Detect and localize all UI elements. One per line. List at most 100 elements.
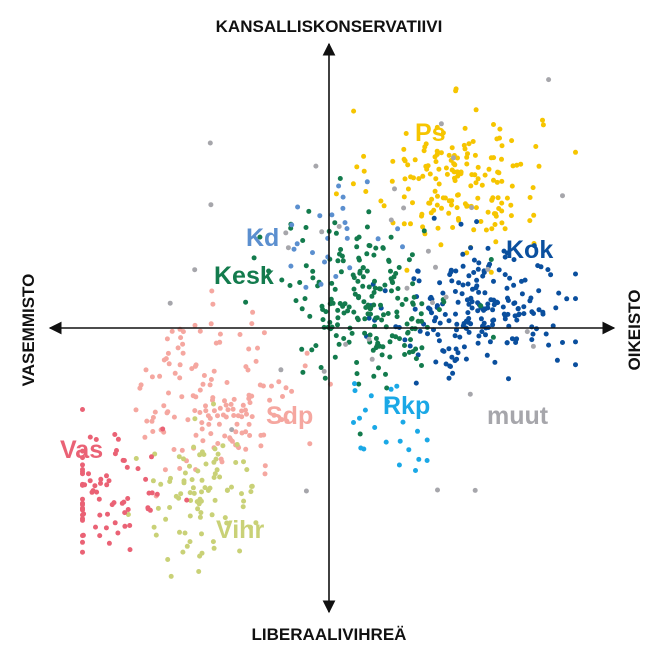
data-point-kesk bbox=[402, 343, 407, 348]
data-point-kok bbox=[490, 307, 496, 313]
data-point-vihr bbox=[168, 573, 174, 579]
data-point-ps bbox=[461, 142, 467, 148]
data-point-ps bbox=[530, 185, 536, 191]
data-point-vas bbox=[80, 502, 85, 508]
data-point-kok bbox=[471, 270, 477, 275]
data-point-ps bbox=[401, 156, 407, 162]
data-point-kok bbox=[554, 357, 560, 363]
data-point-kesk bbox=[393, 271, 399, 276]
data-point-kesk bbox=[333, 230, 339, 236]
data-point-kok bbox=[434, 303, 440, 309]
data-point-kesk bbox=[488, 257, 494, 262]
data-point-vas bbox=[105, 511, 110, 517]
data-point-sdp bbox=[253, 358, 259, 364]
data-point-ps bbox=[493, 239, 499, 245]
data-point-kok bbox=[476, 333, 482, 339]
data-point-sdp bbox=[215, 413, 220, 419]
data-point-vihr bbox=[233, 460, 239, 465]
data-point-kesk bbox=[399, 302, 405, 307]
data-point-vihr bbox=[184, 543, 190, 549]
data-point-rkp bbox=[362, 407, 368, 413]
data-point-muut bbox=[303, 488, 309, 494]
data-point-kesk bbox=[406, 257, 412, 263]
data-point-kesk bbox=[320, 317, 326, 323]
data-point-muut bbox=[485, 266, 491, 272]
data-point-kesk bbox=[356, 257, 362, 263]
data-point-kok bbox=[545, 267, 551, 273]
data-point-vihr bbox=[212, 497, 218, 503]
data-point-kd bbox=[364, 179, 370, 185]
data-point-kok bbox=[485, 301, 491, 307]
data-point-ps bbox=[499, 208, 505, 214]
data-point-vihr bbox=[187, 539, 193, 545]
data-point-ps bbox=[440, 195, 446, 201]
data-point-kesk bbox=[251, 255, 257, 261]
data-point-ps bbox=[433, 159, 439, 165]
data-point-sdp bbox=[206, 421, 212, 427]
data-point-ps bbox=[454, 205, 460, 211]
data-point-ps bbox=[499, 178, 505, 184]
data-point-kesk bbox=[378, 302, 383, 308]
data-point-sdp bbox=[161, 357, 167, 363]
data-point-kesk bbox=[389, 279, 395, 285]
data-point-muut bbox=[336, 224, 342, 229]
data-point-kd bbox=[291, 246, 297, 252]
data-point-sdp bbox=[211, 368, 217, 374]
data-point-kok bbox=[433, 359, 439, 365]
data-point-kesk bbox=[419, 363, 424, 368]
data-point-kesk bbox=[395, 286, 401, 292]
data-point-ps bbox=[403, 131, 409, 136]
data-point-muut bbox=[208, 202, 214, 208]
data-point-vas bbox=[93, 437, 99, 442]
data-point-vas bbox=[149, 454, 154, 460]
data-point-vihr bbox=[210, 539, 216, 545]
data-point-kesk bbox=[266, 268, 272, 274]
data-point-kesk bbox=[384, 385, 390, 391]
data-point-kok bbox=[521, 304, 527, 310]
data-point-vas bbox=[111, 500, 117, 506]
data-point-kesk bbox=[361, 299, 367, 305]
data-point-vas bbox=[112, 432, 118, 437]
data-point-sdp bbox=[178, 335, 184, 341]
data-point-vas bbox=[87, 434, 93, 440]
data-point-kesk bbox=[309, 347, 315, 353]
data-point-vas bbox=[160, 426, 166, 432]
data-point-kesk bbox=[243, 299, 249, 305]
data-point-kesk bbox=[287, 283, 293, 288]
data-point-vihr bbox=[158, 481, 164, 487]
data-point-vas bbox=[80, 505, 85, 511]
data-point-sdp bbox=[208, 431, 214, 437]
data-point-ps bbox=[434, 148, 440, 154]
data-point-sdp bbox=[193, 432, 199, 438]
data-point-vihr bbox=[244, 467, 250, 473]
data-point-muut bbox=[319, 229, 325, 235]
data-point-kok bbox=[456, 280, 462, 286]
data-point-sdp bbox=[197, 387, 203, 393]
data-point-sdp bbox=[269, 383, 274, 389]
data-point-ps bbox=[483, 227, 489, 233]
data-point-kok bbox=[413, 380, 419, 386]
data-point-kok bbox=[536, 307, 542, 313]
data-point-sdp bbox=[249, 321, 255, 327]
data-point-kok bbox=[512, 313, 518, 319]
data-point-kok bbox=[527, 298, 533, 304]
data-point-ps bbox=[436, 181, 442, 187]
data-point-ps bbox=[458, 171, 464, 177]
data-point-ps bbox=[508, 202, 514, 208]
data-point-sdp bbox=[192, 408, 198, 414]
data-point-kok bbox=[461, 321, 467, 326]
data-point-kok bbox=[573, 339, 578, 345]
data-point-kok bbox=[536, 288, 542, 294]
data-point-kok bbox=[453, 268, 459, 274]
data-point-vas bbox=[104, 473, 109, 479]
points-layer bbox=[80, 77, 578, 579]
data-point-ps bbox=[499, 220, 505, 226]
data-point-sdp bbox=[225, 407, 231, 413]
data-point-vihr bbox=[153, 532, 159, 538]
data-point-vihr bbox=[197, 553, 203, 559]
data-point-sdp bbox=[261, 330, 267, 336]
data-point-kok bbox=[427, 296, 433, 301]
data-point-vas bbox=[80, 533, 85, 539]
data-point-ps bbox=[455, 192, 461, 198]
data-point-sdp bbox=[165, 350, 171, 356]
